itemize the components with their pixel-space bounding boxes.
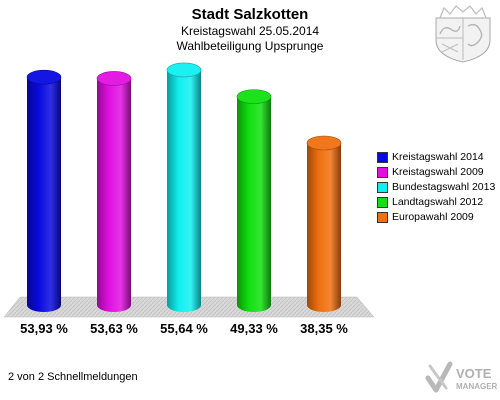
value-label-1: 53,93 %: [20, 321, 68, 336]
legend-item-4: Landtagswahl 2012: [377, 195, 495, 210]
bar-3: [166, 62, 202, 312]
bar-body: [97, 78, 131, 306]
chart-subtitle-metric: Wahlbeteiligung Upsprunge: [176, 39, 324, 53]
bar-cap: [26, 69, 62, 85]
legend-swatch: [377, 152, 388, 163]
checkmark-icon: [425, 361, 453, 393]
legend-label: Kreistagswahl 2009: [392, 166, 484, 178]
legend-swatch: [377, 212, 388, 223]
bar-4: [236, 89, 272, 312]
votemanager-logo: VOTE MANAGER: [425, 361, 498, 393]
legend-label: Landtagswahl 2012: [392, 196, 484, 208]
bar-body: [167, 69, 201, 305]
legend-item-3: Bundestagswahl 2013: [377, 180, 495, 195]
bar-5: [306, 135, 342, 312]
legend-item-2: Kreistagswahl 2009: [377, 165, 495, 180]
legend-item-5: Europawahl 2009: [377, 210, 495, 225]
legend-swatch: [377, 197, 388, 208]
bars-group: [26, 62, 342, 312]
chart-legend: Kreistagswahl 2014 Kreistagswahl 2009 Bund…: [377, 150, 495, 225]
bar-1: [26, 69, 62, 312]
value-labels-group: 53,93 % 53,63 % 55,64 % 49,33 % 38,35 %: [20, 321, 348, 336]
bar-cap: [306, 135, 342, 151]
legend-item-1: Kreistagswahl 2014: [377, 150, 495, 165]
value-label-2: 53,63 %: [90, 321, 138, 336]
bar-2: [96, 71, 132, 312]
value-label-3: 55,64 %: [160, 321, 208, 336]
legend-swatch: [377, 167, 388, 178]
bar-body: [307, 143, 341, 305]
legend-swatch: [377, 182, 388, 193]
legend-label: Bundestagswahl 2013: [392, 181, 496, 193]
chart-subtitle-election: Kreistagswahl 25.05.2014: [180, 24, 320, 38]
logo-word-manager: MANAGER: [456, 382, 498, 391]
legend-label: Kreistagswahl 2014: [392, 151, 484, 163]
report-counter: 2 von 2 Schnellmeldungen: [8, 371, 138, 383]
value-label-4: 49,33 %: [230, 321, 278, 336]
bar-cap: [166, 62, 202, 78]
bar-body: [27, 77, 61, 306]
chart-title: Stadt Salzkotten: [191, 6, 309, 23]
bar-body: [237, 96, 271, 305]
bar-cap: [96, 71, 132, 86]
bar-cap: [236, 89, 272, 104]
value-label-5: 38,35 %: [300, 321, 348, 336]
coat-of-arms-icon: [435, 5, 491, 63]
logo-word-vote: VOTE: [456, 366, 492, 381]
legend-label: Europawahl 2009: [392, 211, 474, 223]
